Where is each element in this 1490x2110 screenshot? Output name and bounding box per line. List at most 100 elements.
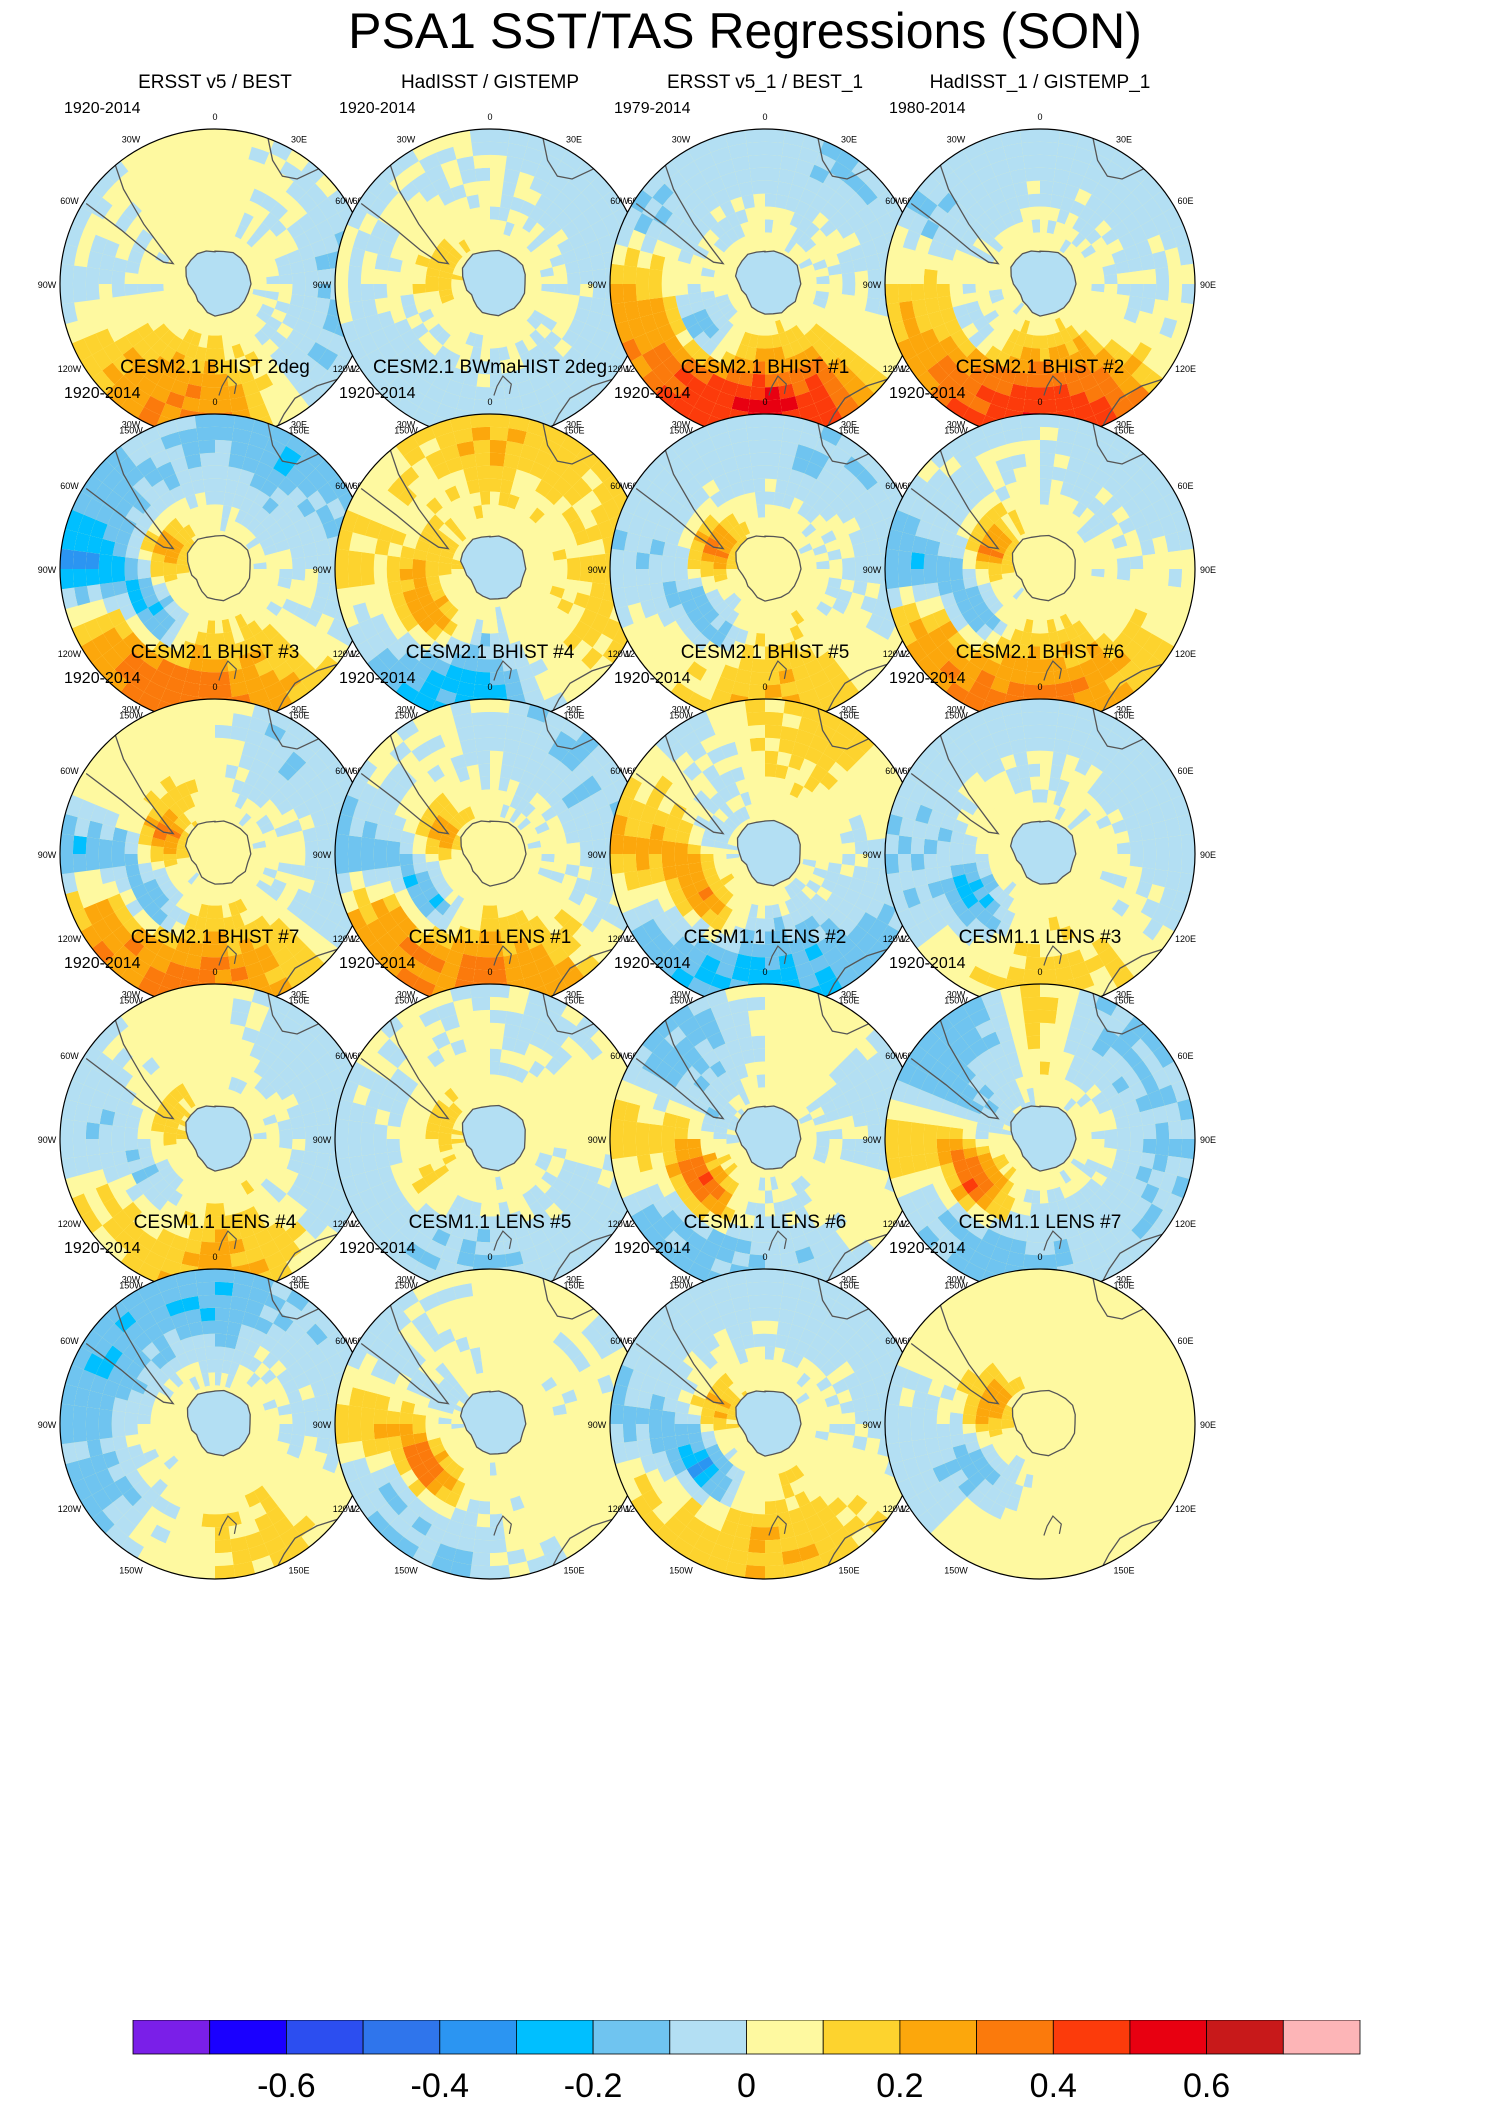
- field-cell: [346, 491, 367, 515]
- field-cell: [528, 205, 546, 223]
- field-cell: [568, 660, 591, 682]
- field-cell: [1001, 624, 1016, 641]
- field-cell: [585, 595, 603, 614]
- field-cell: [1008, 599, 1021, 614]
- field-cell: [797, 620, 813, 637]
- field-cell: [809, 536, 825, 550]
- field-cell: [809, 303, 825, 317]
- field-cell: [590, 655, 613, 679]
- field-cell: [469, 414, 490, 429]
- field-cell: [220, 321, 229, 336]
- field-cell: [910, 552, 925, 569]
- field-cell: [544, 331, 562, 348]
- field-cell: [649, 582, 666, 600]
- field-cell: [509, 599, 522, 614]
- field-cell: [240, 324, 255, 340]
- field-cell: [995, 252, 1010, 265]
- field-cell: [1008, 524, 1021, 539]
- field-cell: [473, 618, 484, 634]
- field-cell: [245, 588, 260, 601]
- field-cell: [1077, 574, 1092, 583]
- field-cell: [490, 219, 499, 233]
- field-cell: [453, 243, 467, 257]
- field-cell: [823, 376, 844, 396]
- field-cell: [864, 297, 881, 315]
- field-cell: [1151, 212, 1172, 235]
- field-cell: [936, 569, 951, 583]
- field-cell: [143, 680, 166, 701]
- field-cell: [403, 445, 426, 467]
- field-cell: [734, 299, 747, 312]
- field-cell: [520, 391, 540, 409]
- field-cell: [916, 633, 938, 656]
- field-cell: [990, 549, 1005, 559]
- field-cell: [1046, 504, 1057, 520]
- field-cell: [175, 609, 190, 625]
- field-cell: [1142, 348, 1164, 371]
- field-cell: [693, 395, 716, 416]
- field-cell: [1084, 251, 1100, 265]
- field-cell: [765, 180, 779, 195]
- field-cell: [306, 468, 328, 491]
- field-cell: [548, 457, 569, 477]
- field-cell: [374, 253, 391, 271]
- field-cell: [1001, 497, 1016, 514]
- field-cell: [990, 159, 1010, 177]
- field-cell: [816, 365, 836, 385]
- field-cell: [286, 396, 310, 419]
- field-cell: [163, 562, 177, 569]
- field-cell: [291, 557, 306, 569]
- field-cell: [765, 478, 777, 493]
- field-cell: [259, 303, 275, 317]
- field-cell: [688, 292, 703, 305]
- field-cell: [215, 348, 226, 362]
- field-cell: [719, 517, 734, 533]
- field-cell: [776, 466, 792, 482]
- field-cell: [1031, 219, 1040, 233]
- field-cell: [504, 236, 516, 251]
- field-cell: [215, 129, 236, 144]
- field-cell: [819, 692, 843, 713]
- field-cell: [170, 664, 189, 682]
- field-cell: [1111, 304, 1128, 319]
- field-cell: [528, 345, 546, 363]
- field-cell: [277, 642, 298, 662]
- field-cell: [994, 200, 1011, 217]
- field-cell: [398, 181, 420, 202]
- field-cell: [228, 221, 240, 237]
- field-cell: [867, 482, 889, 505]
- longitude-label: 150W: [944, 711, 968, 721]
- field-cell: [189, 887, 201, 902]
- field-cell: [561, 304, 578, 319]
- field-cell: [728, 596, 742, 610]
- field-cell: [745, 591, 756, 605]
- field-cell: [150, 569, 164, 578]
- field-cell: [915, 314, 933, 334]
- field-cell: [548, 172, 569, 192]
- field-cell: [445, 171, 464, 189]
- field-cell: [231, 143, 252, 160]
- field-cell: [233, 415, 256, 432]
- field-cell: [775, 358, 789, 374]
- field-cell: [975, 552, 991, 563]
- field-cell: [994, 636, 1011, 653]
- field-cell: [568, 232, 586, 250]
- field-cell: [174, 592, 188, 606]
- field-cell: [291, 569, 306, 581]
- field-cell: [1073, 688, 1095, 707]
- field-cell: [273, 172, 294, 192]
- field-cell: [690, 300, 706, 314]
- field-cell: [107, 323, 126, 343]
- australia-coastline: [827, 378, 888, 426]
- field-cell: [478, 478, 490, 493]
- africa-coastline: [542, 423, 594, 465]
- field-cell: [490, 517, 497, 531]
- field-cell: [1001, 558, 1016, 566]
- field-cell: [633, 497, 654, 520]
- field-cell: [1040, 360, 1052, 375]
- field-cell: [418, 530, 435, 545]
- field-cell: [1132, 627, 1152, 648]
- field-cell: [528, 562, 542, 569]
- field-cell: [641, 197, 663, 220]
- field-cell: [140, 539, 156, 553]
